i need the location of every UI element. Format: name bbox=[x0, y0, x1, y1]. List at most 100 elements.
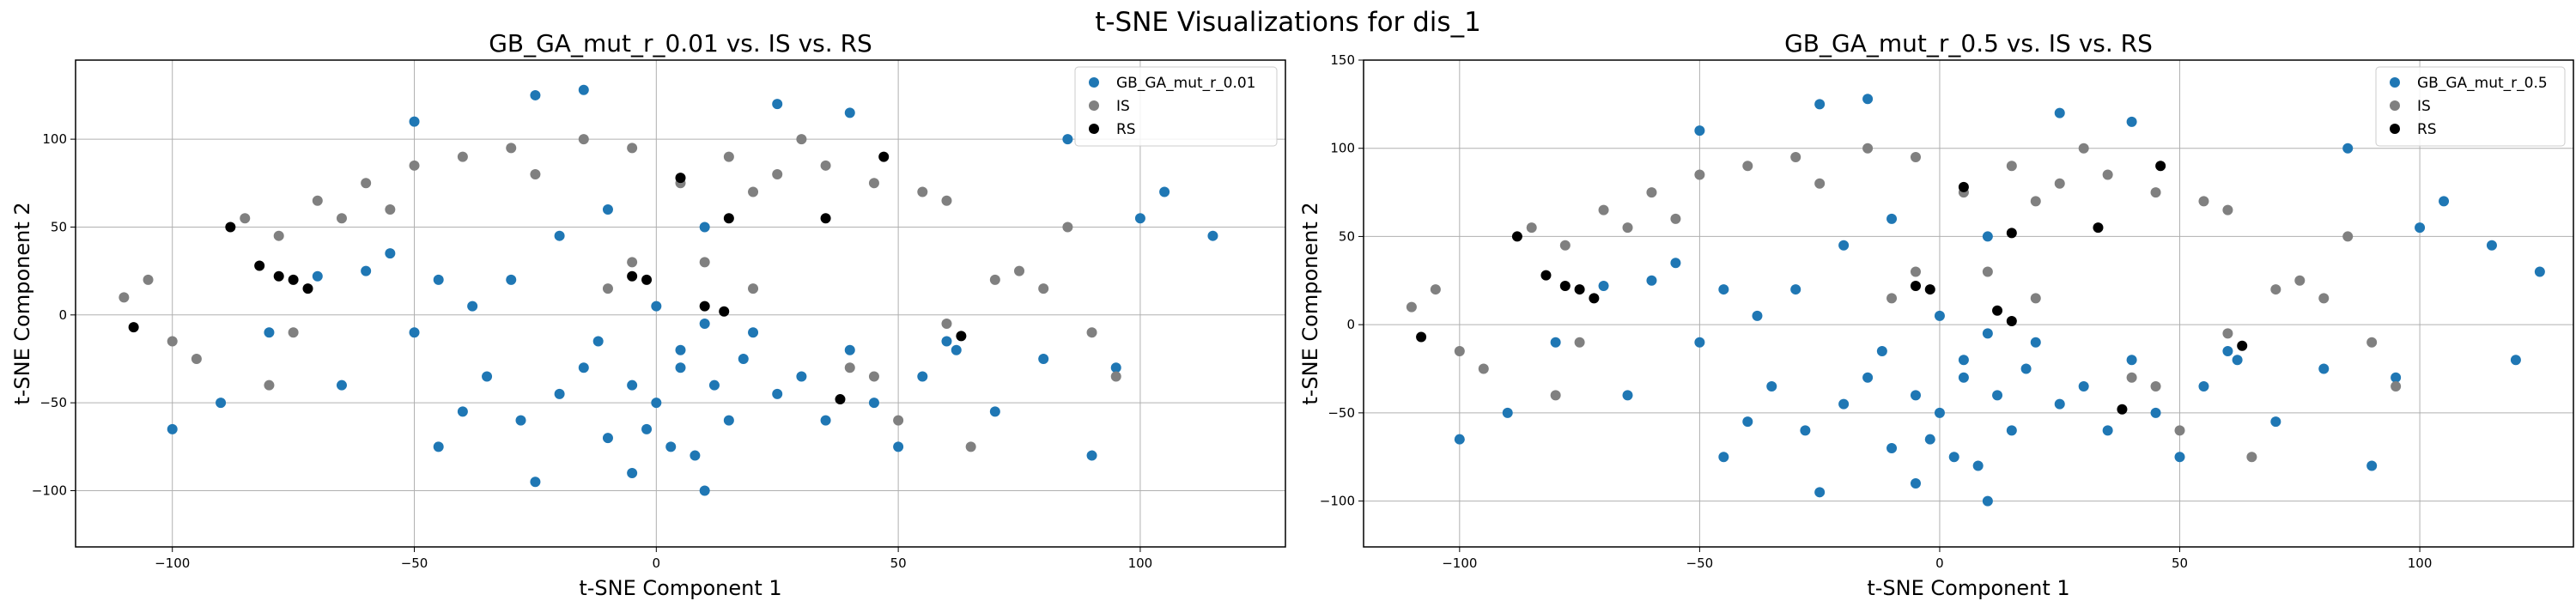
data-point bbox=[1934, 407, 1945, 418]
data-point bbox=[264, 379, 275, 391]
series-2 bbox=[1416, 161, 2248, 415]
data-point bbox=[2006, 161, 2017, 172]
data-point bbox=[719, 306, 730, 317]
data-point bbox=[1876, 345, 1887, 356]
series-0 bbox=[1454, 94, 2545, 507]
legend-marker bbox=[2390, 124, 2400, 134]
data-point bbox=[1992, 390, 2003, 401]
x-tick-label: 100 bbox=[1128, 555, 1153, 571]
data-point bbox=[844, 362, 855, 373]
data-point bbox=[2030, 337, 2041, 348]
data-point bbox=[1559, 280, 1571, 291]
data-point bbox=[2270, 284, 2281, 295]
data-point bbox=[2117, 404, 2128, 415]
data-point bbox=[2020, 363, 2032, 374]
data-point bbox=[433, 441, 444, 452]
data-point bbox=[772, 99, 783, 110]
data-point bbox=[1742, 161, 1753, 172]
legend-marker bbox=[1089, 100, 1099, 111]
data-point bbox=[2366, 337, 2378, 348]
data-point bbox=[1622, 222, 1633, 234]
data-point bbox=[1838, 240, 1850, 251]
y-tick-label: −50 bbox=[1327, 405, 1355, 421]
data-point bbox=[273, 270, 284, 282]
data-point bbox=[1742, 416, 1753, 428]
data-point bbox=[820, 415, 831, 426]
data-point bbox=[893, 441, 904, 452]
data-point bbox=[1862, 143, 1874, 154]
data-point bbox=[1958, 355, 1969, 366]
data-point bbox=[1910, 266, 1921, 277]
data-point bbox=[1992, 305, 2003, 316]
data-point bbox=[1574, 284, 1585, 295]
data-point bbox=[965, 441, 976, 452]
y-tick-label: 50 bbox=[1339, 228, 1355, 244]
data-point bbox=[989, 274, 1000, 285]
legend-marker bbox=[1089, 124, 1099, 134]
data-point bbox=[1924, 284, 1935, 295]
data-point bbox=[1454, 345, 1465, 356]
data-point bbox=[1814, 99, 1826, 110]
data-point bbox=[288, 327, 299, 338]
data-point bbox=[361, 265, 372, 276]
data-point bbox=[2391, 381, 2402, 392]
data-point bbox=[578, 134, 589, 145]
data-point bbox=[2198, 381, 2209, 392]
data-point bbox=[2232, 355, 2243, 366]
data-point bbox=[506, 274, 517, 285]
plot-title: GB_GA_mut_r_0.5 vs. IS vs. RS bbox=[1784, 29, 2153, 58]
data-point bbox=[941, 319, 952, 330]
data-point bbox=[723, 213, 734, 224]
data-point bbox=[1502, 407, 1513, 418]
data-point bbox=[868, 178, 879, 189]
data-point bbox=[723, 151, 734, 162]
data-point bbox=[1800, 425, 1811, 436]
data-point bbox=[1550, 337, 1561, 348]
legend-label: IS bbox=[2417, 98, 2431, 115]
data-point bbox=[554, 388, 565, 399]
data-point bbox=[699, 300, 710, 312]
data-point bbox=[641, 423, 653, 434]
data-point bbox=[1886, 213, 1898, 224]
scatter-chart-right: −100 −50 0 50 100 −100 −50 0 50 100 150 t-SNE Compo… bbox=[1298, 29, 2574, 600]
data-point bbox=[1814, 487, 1826, 498]
data-point bbox=[835, 394, 846, 405]
y-tick-label: 0 bbox=[58, 307, 67, 323]
data-point bbox=[1134, 213, 1145, 224]
data-point bbox=[1478, 363, 1489, 374]
data-point bbox=[578, 362, 589, 373]
data-point bbox=[2294, 275, 2306, 286]
data-point bbox=[602, 283, 613, 294]
data-point bbox=[302, 283, 313, 294]
data-point bbox=[1862, 372, 1874, 383]
plot-frame bbox=[75, 59, 1286, 548]
data-point bbox=[2486, 240, 2497, 251]
data-point bbox=[167, 336, 178, 347]
data-point bbox=[312, 270, 323, 282]
x-axis-title: t-SNE Component 1 bbox=[579, 576, 781, 600]
x-tick-label: 100 bbox=[2408, 555, 2433, 571]
data-point bbox=[602, 433, 613, 444]
y-tick-label: 100 bbox=[42, 131, 67, 147]
data-point bbox=[1086, 327, 1097, 338]
data-point bbox=[1948, 452, 1959, 463]
data-point bbox=[191, 353, 202, 364]
data-point bbox=[530, 89, 541, 100]
data-point bbox=[2054, 107, 2065, 118]
data-point bbox=[748, 283, 759, 294]
data-point bbox=[1910, 280, 1921, 291]
y-tick-label: −50 bbox=[39, 395, 67, 410]
data-point bbox=[1694, 169, 1705, 180]
data-point bbox=[1430, 284, 1441, 295]
data-point bbox=[1694, 125, 1705, 137]
data-point bbox=[2102, 169, 2113, 180]
data-point bbox=[2222, 345, 2233, 356]
y-axis-title: t-SNE Component 2 bbox=[10, 202, 34, 404]
data-point bbox=[941, 336, 952, 347]
data-point bbox=[225, 222, 236, 233]
data-point bbox=[1934, 310, 1945, 321]
data-point bbox=[385, 248, 396, 259]
data-point bbox=[167, 423, 178, 434]
data-point bbox=[1646, 275, 1657, 286]
x-tick-label: −50 bbox=[401, 555, 428, 571]
